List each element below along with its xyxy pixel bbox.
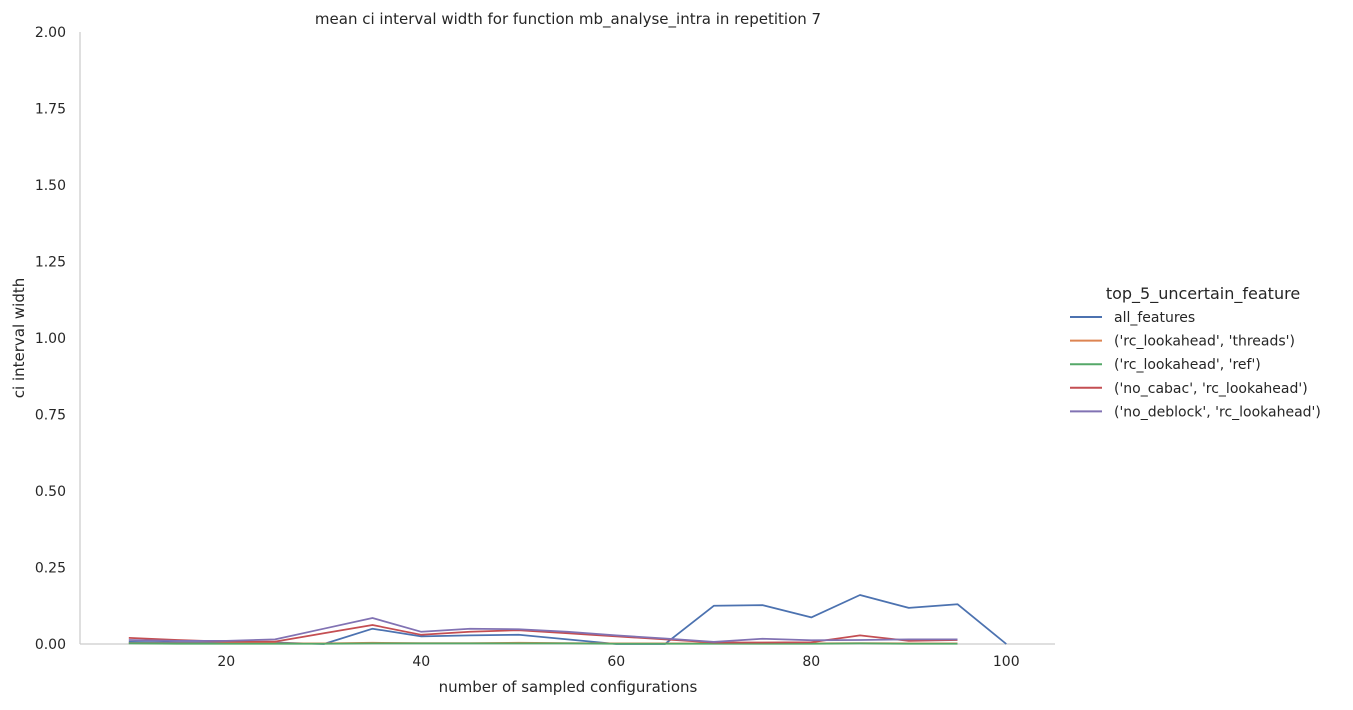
x-axis-label: number of sampled configurations	[439, 678, 698, 696]
x-tick-label: 40	[412, 654, 430, 670]
x-tick-label: 100	[993, 654, 1020, 670]
x-tick-label: 20	[217, 654, 235, 670]
legend-entry: ('rc_lookahead', 'ref')	[1114, 357, 1261, 373]
legend: top_5_uncertain_feature all_features ('rc…	[1070, 284, 1321, 420]
y-tick-label: 0.50	[35, 484, 66, 500]
y-axis-label: ci interval width	[10, 278, 28, 398]
y-tick-label: 0.75	[35, 408, 66, 424]
y-tick-label: 0.25	[35, 561, 66, 577]
y-tick-label: 1.75	[35, 102, 66, 118]
y-tick-label: 1.50	[35, 178, 66, 194]
y-tick-label: 1.00	[35, 331, 66, 347]
x-tick-label: 60	[607, 654, 625, 670]
y-tick-label: 0.00	[35, 637, 66, 653]
plot-area	[129, 595, 1007, 644]
legend-entry: all_features	[1114, 310, 1195, 326]
legend-title: top_5_uncertain_feature	[1106, 284, 1300, 304]
y-tick-label: 2.00	[35, 25, 66, 41]
axes: 0.00 0.25 0.50 0.75 1.00 1.25 1.50 1.75 2.00 20 40…	[35, 25, 1055, 670]
legend-entry: ('no_deblock', 'rc_lookahead')	[1114, 404, 1321, 420]
chart-title: mean ci interval width for function mb_a…	[315, 10, 821, 29]
legend-entry: ('no_cabac', 'rc_lookahead')	[1114, 381, 1308, 397]
x-tick-label: 80	[802, 654, 820, 670]
legend-entry: ('rc_lookahead', 'threads')	[1114, 334, 1295, 350]
y-tick-label: 1.25	[35, 255, 66, 271]
